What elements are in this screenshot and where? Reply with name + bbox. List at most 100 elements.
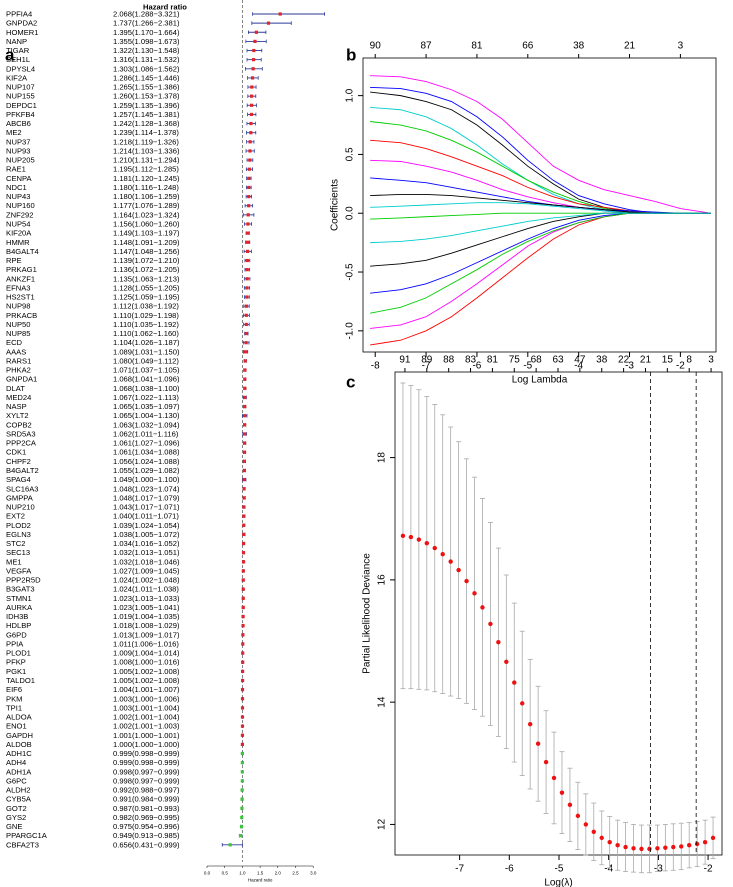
x-tick-label: -3 bbox=[654, 864, 663, 875]
cv-point bbox=[543, 759, 549, 765]
gene-name: NUP50 bbox=[6, 320, 30, 329]
hazard-ratio-label: 1.737(1.266−2.381) bbox=[113, 19, 180, 28]
hazard-point bbox=[241, 587, 245, 591]
top-tick-label: 83 bbox=[465, 355, 477, 366]
hazard-point bbox=[242, 478, 246, 482]
x-tick-label: 3.0 bbox=[310, 871, 317, 876]
x-tick-label: 2.5 bbox=[292, 871, 299, 876]
hazard-point bbox=[240, 678, 245, 683]
hazard-point bbox=[243, 395, 247, 400]
hazard-ratio-label: 1.008(1.000−1.016) bbox=[113, 658, 180, 667]
hazard-ratio-label: 1.089(1.031−1.150) bbox=[113, 347, 180, 356]
x-tick-label: 1.0 bbox=[239, 871, 246, 876]
top-tick-label: 81 bbox=[471, 41, 483, 52]
top-tick-label: 47 bbox=[574, 355, 586, 366]
gene-name: PPP2R5D bbox=[6, 576, 41, 585]
gene-name: DEPDC1 bbox=[6, 101, 37, 110]
gene-name: SPAG4 bbox=[6, 475, 31, 484]
top-tick-label: 15 bbox=[662, 355, 674, 366]
hazard-point bbox=[242, 523, 246, 527]
hazard-ratio-label: 1.257(1.145−1.381) bbox=[113, 110, 180, 119]
hazard-point bbox=[241, 633, 245, 637]
hazard-point bbox=[250, 85, 254, 89]
hazard-point bbox=[246, 213, 250, 217]
hazard-ratio-label: 1.055(1.029−1.082) bbox=[113, 466, 180, 475]
gene-name: PRKACB bbox=[6, 311, 37, 320]
hazard-point bbox=[242, 514, 246, 518]
hazard-ratio-label: 0.975(0.954−0.996) bbox=[113, 822, 180, 831]
hazard-point bbox=[244, 331, 248, 336]
top-tick-label: 81 bbox=[487, 355, 499, 366]
hazard-ratio-label: 1.067(1.022−1.113) bbox=[113, 393, 179, 402]
y-tick-label: 16 bbox=[377, 574, 388, 586]
hazard-ratio-label: 1.156(1.060−1.260) bbox=[113, 219, 180, 228]
x-tick-label: -6 bbox=[505, 864, 514, 875]
hazard-point bbox=[242, 450, 247, 454]
gene-name: ECD bbox=[6, 338, 23, 347]
hazard-ratio-label: 0.999(0.998−0.999) bbox=[113, 758, 180, 767]
hazard-point bbox=[245, 258, 249, 263]
hazard-ratio-label: 1.049(1.000−1.100) bbox=[113, 475, 180, 484]
gene-name: CDK1 bbox=[6, 448, 26, 457]
hazard-ratio-label: 1.110(1.035−1.192) bbox=[113, 320, 179, 329]
gene-name: RARS1 bbox=[6, 356, 31, 365]
x-tick-label: -7 bbox=[455, 864, 464, 875]
hazard-ratio-label: 1.110(1.062−1.160) bbox=[113, 329, 179, 338]
gene-name: PFKFB4 bbox=[6, 110, 35, 119]
hazard-ratio-label: 1.071(1.037−1.105) bbox=[113, 366, 180, 375]
gene-name: TIGAR bbox=[6, 46, 30, 55]
cv-point bbox=[702, 839, 708, 845]
hazard-ratio-label: 1.062(1.011−1.116) bbox=[113, 429, 179, 438]
y-axis-title: Partial Likelihood Deviance bbox=[362, 553, 373, 674]
hazard-point bbox=[242, 532, 246, 537]
hazard-ratio-label: 1.316(1.131−1.532) bbox=[113, 55, 180, 64]
gene-name: VEGFA bbox=[6, 566, 32, 575]
hazard-point bbox=[240, 715, 245, 719]
gene-name: ADH1C bbox=[6, 749, 32, 758]
hazard-point bbox=[241, 596, 245, 600]
hazard-ratio-label: 0.999(0.998−0.999) bbox=[113, 749, 180, 758]
top-tick-label: 21 bbox=[640, 355, 652, 366]
gene-name: ABCB6 bbox=[6, 119, 31, 128]
hazard-ratio-label: 1.180(1.116−1.248) bbox=[113, 183, 179, 192]
y-tick-label: 1.0 bbox=[345, 88, 356, 102]
hazard-point bbox=[247, 167, 251, 171]
hazard-ratio-label: 1.048(1.017−1.079) bbox=[113, 493, 180, 502]
gene-name: EFNA3 bbox=[6, 283, 30, 292]
hazard-ratio-label: 0.982(0.969−0.995) bbox=[113, 813, 180, 822]
x-tick-label: -6 bbox=[472, 361, 481, 372]
hazard-point bbox=[240, 733, 245, 737]
hazard-ratio-label: 1.018(1.008−1.029) bbox=[113, 621, 180, 630]
hazard-ratio-label: 1.027(1.009−1.045) bbox=[113, 566, 180, 575]
cv-point bbox=[504, 659, 509, 664]
x-axis-title: Log(λ) bbox=[544, 878, 572, 887]
top-tick-label: 3 bbox=[678, 41, 684, 52]
gene-name: ZNF292 bbox=[6, 210, 33, 219]
gene-name: AURKA bbox=[6, 603, 33, 612]
hazard-ratio-label: 1.024(1.002−1.048) bbox=[113, 576, 180, 585]
hazard-point bbox=[242, 541, 246, 546]
hazard-ratio-label: 1.013(1.009−1.017) bbox=[113, 630, 180, 639]
hazard-point bbox=[242, 487, 246, 491]
gene-name: PPFIA4 bbox=[6, 10, 32, 19]
hazard-point bbox=[245, 268, 249, 272]
coefficient-path bbox=[370, 212, 711, 244]
hazard-ratio-label: 1.056(1.024−1.088) bbox=[113, 457, 180, 466]
hazard-ratio-label: 1.002(1.001−1.003) bbox=[113, 722, 180, 731]
hazard-ratio-label: 1.061(1.034−1.088) bbox=[113, 448, 180, 457]
gene-name: DLAT bbox=[6, 384, 25, 393]
gene-name: XYLT2 bbox=[6, 411, 29, 420]
gene-name: EXT2 bbox=[6, 512, 25, 521]
cv-point bbox=[694, 841, 700, 847]
hazard-ratio-label: 1.322(1.130−1.548) bbox=[113, 46, 180, 55]
hazard-ratio-label: 1.147(1.048−1.256) bbox=[113, 247, 180, 256]
cv-point bbox=[400, 533, 406, 539]
gene-name: GMPPA bbox=[6, 493, 34, 502]
hazard-ratio-label: 1.112(1.038−1.192) bbox=[113, 302, 179, 311]
hazard-point bbox=[243, 368, 247, 372]
hazard-ratio-label: 1.149(1.103−1.197) bbox=[113, 229, 180, 238]
hazard-point bbox=[242, 432, 247, 436]
top-tick-label: 38 bbox=[573, 41, 585, 52]
hazard-ratio-label: 1.195(1.112−1.285) bbox=[113, 165, 179, 174]
cv-point bbox=[472, 591, 477, 596]
